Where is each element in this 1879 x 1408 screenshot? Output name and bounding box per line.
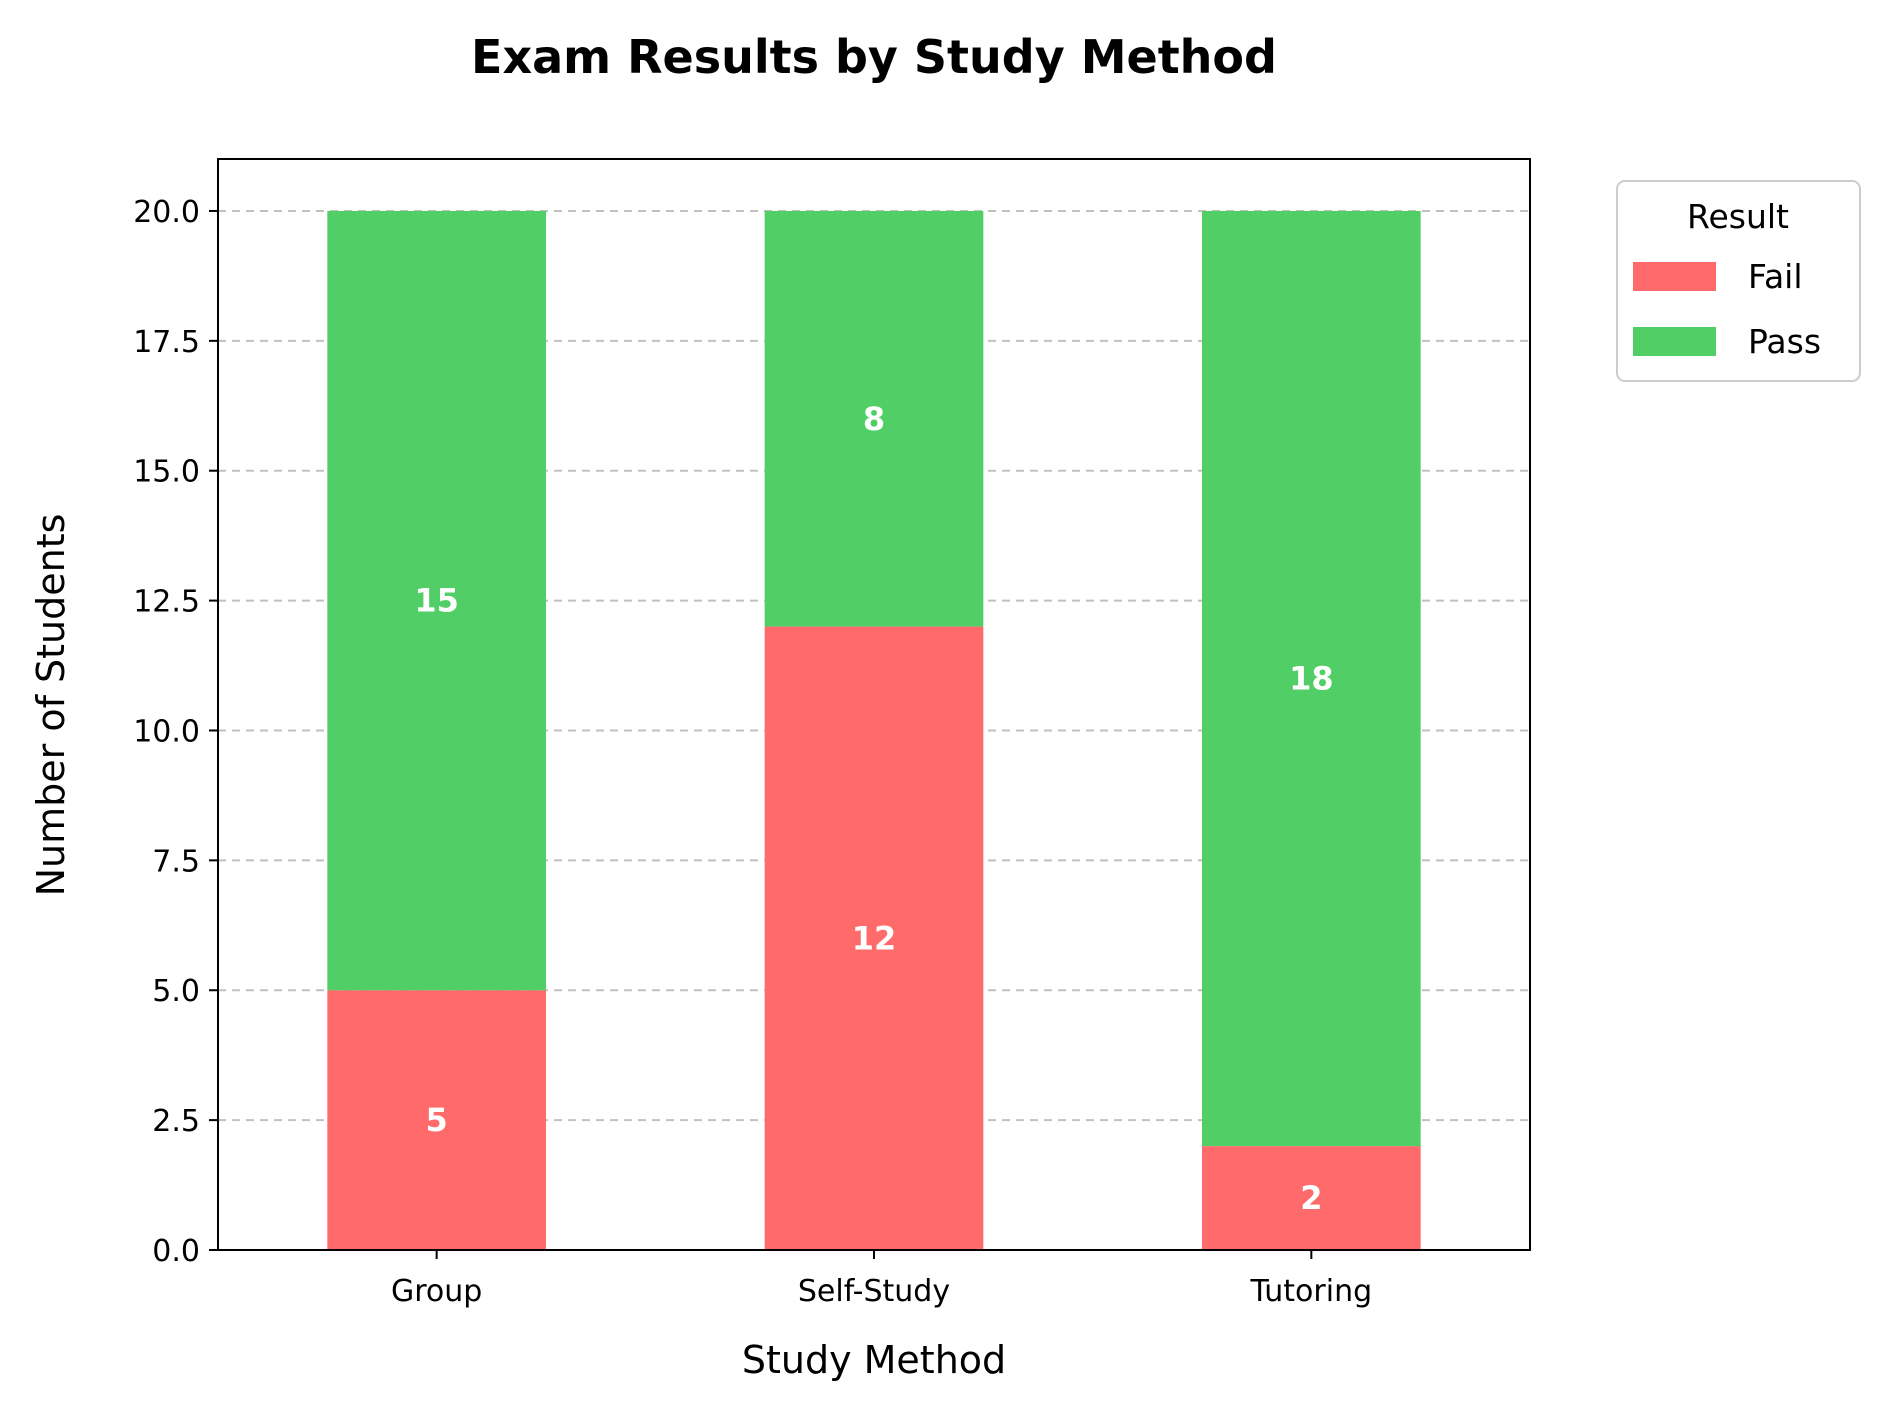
x-axis-ticks: Group Self-Study Tutoring xyxy=(391,1250,1372,1309)
bar-value-label: 18 xyxy=(1289,660,1334,698)
bar-fail-group xyxy=(327,990,546,1250)
legend-label-fail: Fail xyxy=(1748,257,1803,296)
bar-value-label: 15 xyxy=(414,582,459,620)
legend-label-pass: Pass xyxy=(1748,322,1821,361)
y-tick-label: 2.5 xyxy=(152,1104,200,1139)
bar-value-label: 2 xyxy=(1300,1179,1322,1217)
bar-fail-self-study xyxy=(764,626,984,1250)
bar-value-label: 5 xyxy=(426,1101,448,1139)
y-tick-label: 0.0 xyxy=(152,1234,200,1269)
legend-swatch-pass xyxy=(1633,327,1716,356)
y-tick-label: 15.0 xyxy=(133,455,200,490)
legend-swatch-fail xyxy=(1633,262,1716,291)
bar-fail-tutoring xyxy=(1202,1146,1421,1250)
legend-title: Result xyxy=(1687,197,1789,236)
y-tick-label: 5.0 xyxy=(152,974,200,1009)
x-axis-title: Study Method xyxy=(742,1338,1006,1382)
legend: Result Fail Pass xyxy=(1616,180,1861,382)
bar-pass-tutoring xyxy=(1202,210,1421,1147)
y-tick-label: 12.5 xyxy=(133,585,200,620)
x-tick-label: Tutoring xyxy=(1250,1274,1373,1309)
y-tick-label: 7.5 xyxy=(152,844,200,879)
bar-value-label: 8 xyxy=(863,400,885,438)
y-tick-label: 17.5 xyxy=(133,325,200,360)
legend-entries: Fail Pass xyxy=(1633,257,1821,361)
bar-pass-self-study xyxy=(764,210,984,627)
y-tick-label: 10.0 xyxy=(133,714,200,749)
chart-title: Exam Results by Study Method xyxy=(471,30,1277,84)
y-axis-ticks: 0.0 2.5 5.0 7.5 10.0 12.5 15.0 17.5 20.0 xyxy=(133,195,218,1269)
bar-value-label: 12 xyxy=(852,919,897,957)
x-tick-label: Self-Study xyxy=(798,1274,950,1309)
bar-pass-group xyxy=(327,210,546,991)
y-axis-title: Number of Students xyxy=(29,514,73,897)
bars xyxy=(327,210,1421,1250)
x-tick-label: Group xyxy=(391,1274,482,1309)
bar-value-labels: 5 15 12 8 2 18 xyxy=(414,400,1333,1217)
y-tick-label: 20.0 xyxy=(133,195,200,230)
